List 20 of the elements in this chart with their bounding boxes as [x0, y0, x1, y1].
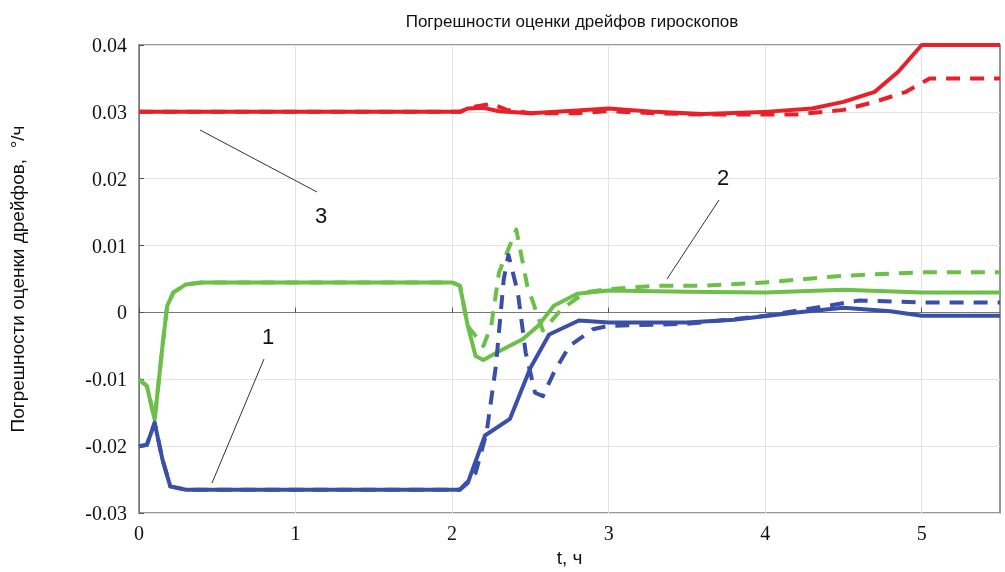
y-tick-label: 0	[117, 301, 127, 324]
chart-title: Погрешности оценки дрейфов гироскопов	[405, 12, 739, 31]
y-tick-label: 0.01	[92, 234, 127, 257]
y-tick-label: 0.03	[92, 100, 127, 123]
annotation: 3	[314, 202, 328, 228]
x-tick-label: 3	[603, 522, 614, 545]
x-tick-label: 5	[916, 522, 927, 545]
y-tick-label: -0.01	[85, 368, 127, 391]
x-tick-label: 1	[290, 522, 301, 545]
annotation: 2	[716, 164, 730, 190]
x-tick-label: 0	[134, 522, 144, 545]
y-tick-label: 0.04	[92, 34, 127, 56]
annotation: 1	[261, 323, 275, 349]
y-tick-label: -0.03	[85, 502, 127, 525]
x-tick-label: 4	[760, 522, 771, 545]
y-axis-title: Погрешности оценки дрейфов, °/ч	[7, 125, 28, 433]
y-tick-label: 0.02	[92, 167, 127, 190]
x-tick-label: 2	[447, 522, 458, 545]
y-tick-label: -0.02	[85, 435, 127, 458]
x-axis-title: t, ч	[556, 547, 583, 568]
